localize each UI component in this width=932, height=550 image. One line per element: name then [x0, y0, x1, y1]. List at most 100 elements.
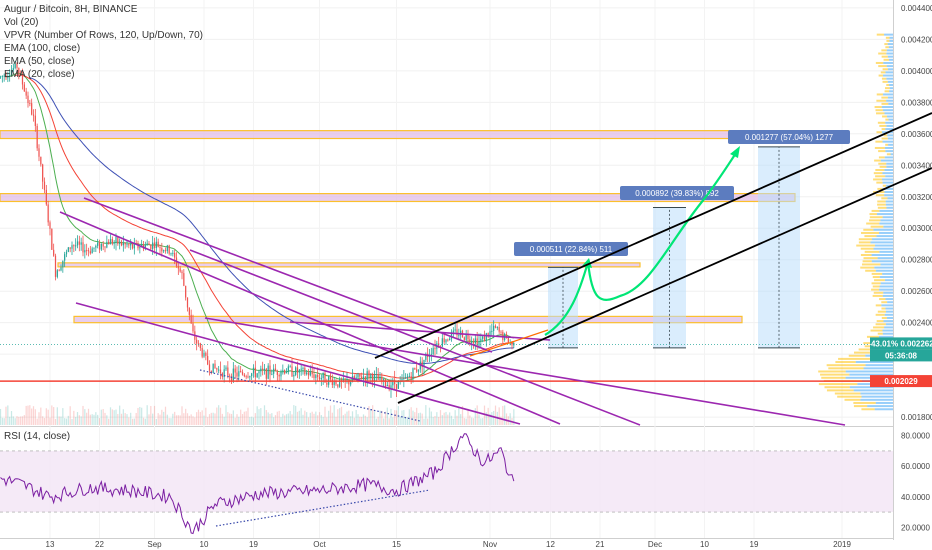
candle-body — [42, 164, 44, 182]
candle-body — [326, 382, 328, 385]
volume-bar — [273, 417, 275, 425]
vpvr-down-bar — [861, 263, 881, 266]
vpvr-down-bar — [871, 272, 883, 275]
vpvr-up-bar — [882, 332, 893, 335]
volume-bar — [282, 413, 284, 425]
volume-bar — [25, 405, 27, 425]
volume-bar — [128, 417, 130, 425]
candle-body — [95, 245, 97, 248]
volume-bar — [216, 407, 218, 425]
channel-upper-line — [374, 112, 932, 359]
vpvr-up-bar — [876, 235, 893, 238]
candle-body — [111, 239, 113, 244]
vpvr-down-bar — [882, 80, 888, 83]
volume-bar — [372, 405, 374, 425]
candle-body — [71, 245, 73, 249]
candle-body — [168, 245, 170, 254]
candle-body — [357, 373, 359, 378]
volume-bar — [313, 413, 315, 425]
candle-body — [276, 370, 278, 375]
volume-bar — [339, 408, 341, 425]
volume-bar — [207, 417, 209, 425]
candle-body — [157, 241, 159, 248]
volume-bar — [65, 418, 68, 425]
vpvr-down-bar — [835, 361, 856, 364]
candle-body — [49, 222, 51, 229]
volume-bar — [322, 416, 324, 425]
candle-body — [100, 243, 102, 250]
vpvr-up-bar — [879, 250, 893, 253]
countdown-tag-bg — [870, 349, 932, 362]
candle-body — [289, 366, 291, 368]
candle-body — [247, 376, 249, 378]
vpvr-up-bar — [889, 84, 893, 86]
volume-bar — [425, 405, 427, 425]
volume-bar — [478, 414, 480, 425]
volume-bar — [16, 416, 18, 425]
candle-body — [406, 376, 409, 378]
volume-bar — [410, 407, 412, 425]
volume-bar — [452, 418, 454, 425]
candle-body — [449, 338, 451, 341]
candle-body — [225, 367, 227, 370]
projection-arrowhead — [730, 146, 740, 158]
volume-bar — [23, 415, 25, 425]
candle-body — [285, 372, 288, 374]
volume-bar — [113, 410, 115, 425]
volume-bar — [465, 418, 467, 425]
volume-bar — [430, 411, 432, 425]
volume-bar — [260, 408, 262, 425]
vpvr-down-bar — [886, 39, 890, 42]
candle-body — [412, 368, 414, 379]
volume-bar — [172, 413, 174, 425]
volume-bar — [416, 407, 418, 425]
candle-body — [313, 374, 315, 379]
volume-bar — [174, 411, 176, 425]
candle-body — [432, 348, 434, 355]
candle-body — [320, 378, 322, 380]
date-tick-label: Nov — [483, 540, 497, 549]
volume-bar — [58, 416, 60, 425]
candle-body — [324, 372, 326, 383]
vpvr-down-bar — [885, 143, 889, 146]
volume-bar — [190, 414, 192, 425]
volume-bar — [21, 416, 24, 425]
volume-bar — [199, 411, 201, 425]
candle-body — [443, 338, 445, 343]
vpvr-up-bar — [873, 228, 893, 231]
vpvr-down-bar — [860, 247, 874, 250]
volume-bar — [34, 409, 36, 425]
volume-bar — [335, 416, 337, 425]
volume-bar — [188, 415, 190, 425]
vpvr-down-bar — [863, 257, 878, 260]
vpvr-down-bar — [870, 225, 884, 228]
candle-body — [333, 381, 335, 385]
vpvr-down-bar — [875, 169, 885, 171]
rsi-tick-label: 80.0000 — [901, 432, 930, 441]
vpvr-down-bar — [866, 335, 879, 338]
candle-body — [243, 374, 245, 377]
resistance-zone — [57, 262, 641, 268]
candle-body — [379, 376, 381, 380]
candle-body — [62, 260, 64, 268]
volume-bar — [126, 414, 128, 425]
candle-body — [218, 369, 220, 371]
vpvr-up-bar — [877, 257, 893, 260]
volume-bar — [258, 409, 260, 425]
volume-bar — [421, 413, 423, 425]
volume-bar — [5, 406, 7, 425]
volume-bar — [362, 414, 365, 425]
candle-body — [460, 330, 462, 336]
vpvr-down-bar — [826, 389, 854, 392]
vpvr-down-bar — [875, 194, 885, 197]
vpvr-down-bar — [885, 87, 890, 90]
price-tick-label: 0.004400 — [901, 4, 932, 13]
volume-bar — [104, 412, 106, 425]
volume-bar — [36, 418, 38, 425]
date-tick-label: 19 — [750, 540, 759, 549]
vpvr-down-bar — [863, 228, 874, 231]
candle-body — [240, 371, 242, 373]
candle-body — [146, 243, 148, 246]
purple-trendline — [59, 211, 561, 425]
